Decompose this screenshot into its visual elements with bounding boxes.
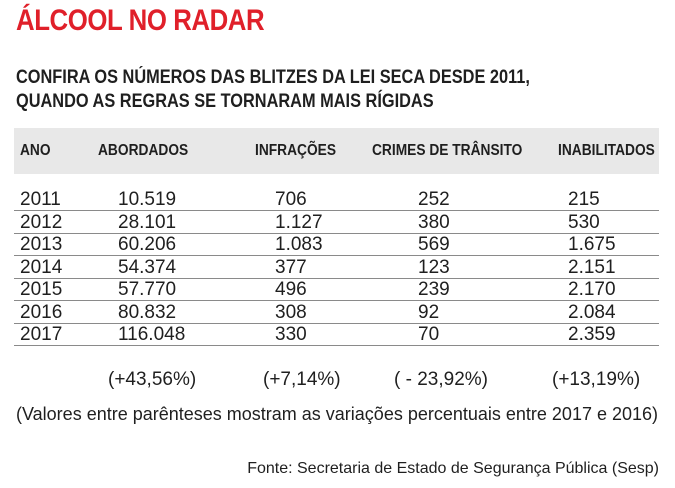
table-cell: 308: [275, 301, 307, 323]
table-cell: 2015: [20, 279, 63, 300]
variation-cell: (+7,14%): [263, 369, 341, 390]
table-cell: 330: [275, 324, 307, 345]
table-cell: 54.374: [118, 256, 177, 278]
table-cell: 2.084: [568, 301, 616, 323]
table-cell: 706: [275, 189, 307, 210]
row-divider: [14, 210, 659, 211]
table-cell: 2012: [20, 211, 63, 233]
table-cell: 2013: [20, 234, 63, 255]
table-cell: 1.675: [568, 234, 616, 255]
variation-cell: ( - 23,92%): [394, 369, 488, 390]
table-cell: 215: [568, 189, 600, 210]
table-cell: 569: [418, 234, 450, 255]
source-credit: Fonte: Secretaria de Estado de Segurança…: [247, 460, 659, 477]
row-divider: [14, 345, 659, 346]
row-divider: [14, 322, 659, 324]
chart-subtitle: CONFIRA OS NÚMEROS DAS BLITZES DA LEI SE…: [16, 66, 530, 114]
table-cell: 80.832: [118, 301, 177, 323]
table-cell: 57.770: [118, 279, 177, 300]
footnote: (Valores entre parênteses mostram as var…: [16, 404, 659, 424]
table-cell: 2011: [20, 189, 61, 210]
table-cell: 28.101: [118, 211, 177, 233]
table-header-band: [14, 128, 659, 174]
table-cell: 60.206: [118, 234, 177, 255]
subtitle-line-1: CONFIRA OS NÚMEROS DAS BLITZES DA LEI SE…: [16, 67, 530, 88]
row-divider: [14, 232, 659, 234]
table-cell: 1.127: [275, 211, 323, 233]
table-cell: 10.519: [118, 189, 177, 210]
variation-cell: (+43,56%): [108, 369, 197, 390]
column-header: ANO: [20, 142, 51, 159]
row-divider: [14, 300, 659, 301]
table-cell: 380: [418, 211, 450, 233]
table-cell: 2017: [20, 324, 63, 345]
table-cell: 530: [568, 211, 600, 233]
table-cell: 92: [418, 301, 440, 323]
table-cell: 123: [418, 256, 450, 278]
table-cell: 2.151: [568, 256, 616, 278]
column-header: INFRAÇÕES: [255, 142, 337, 159]
table-cell: 252: [418, 189, 450, 210]
table-cell: 239: [418, 279, 450, 300]
column-header: ABORDADOS: [98, 142, 189, 159]
table-cell: 116.048: [118, 324, 186, 345]
table-cell: 2016: [20, 301, 63, 323]
row-divider: [14, 255, 659, 256]
table-cell: 1.083: [275, 234, 323, 255]
column-header: CRIMES DE TRÂNSITO: [372, 142, 523, 159]
table-cell: 377: [275, 256, 307, 278]
chart-title: ÁLCOOL NO RADAR: [16, 4, 265, 37]
table-cell: 2.359: [568, 324, 616, 345]
table-cell: 2.170: [568, 279, 616, 300]
table-cell: 70: [418, 324, 440, 345]
table-cell: 496: [275, 279, 307, 300]
subtitle-line-2: QUANDO AS REGRAS SE TORNARAM MAIS RÍGIDA…: [16, 91, 434, 112]
variation-cell: (+13,19%): [552, 369, 641, 390]
row-divider: [14, 277, 659, 279]
table-cell: 2014: [20, 256, 63, 278]
column-header: INABILITADOS: [558, 142, 655, 159]
